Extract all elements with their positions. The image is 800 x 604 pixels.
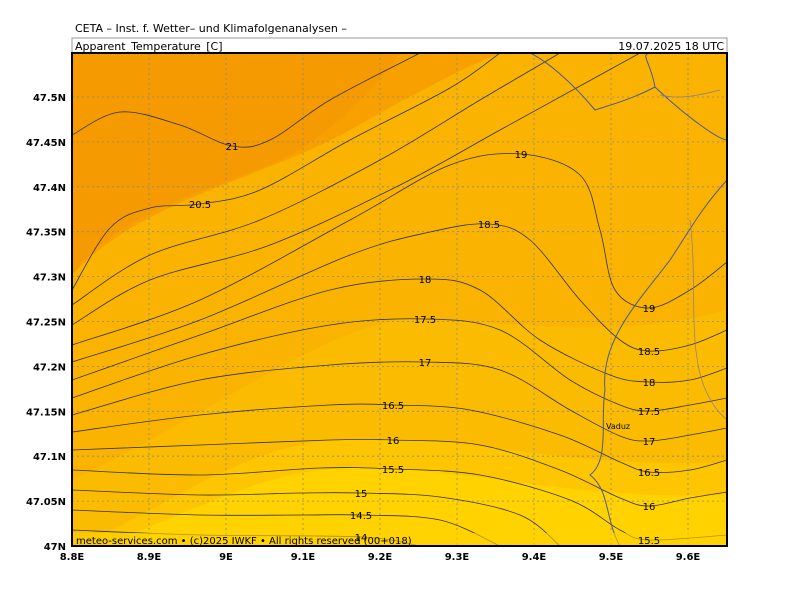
lon-label: 9.2E	[368, 552, 393, 563]
footer: meteo-services.com • (c)2025 IWKF • All …	[76, 536, 412, 547]
valid-time: 19.07.2025 18 UTC	[618, 40, 724, 53]
lat-label: 47.15N	[26, 407, 66, 418]
contour-line	[72, 509, 501, 546]
contour-line	[72, 278, 727, 383]
band	[72, 53, 400, 275]
border	[659, 89, 727, 421]
contour-label: 15.5	[638, 536, 660, 547]
contour-line	[72, 53, 501, 291]
footer-strip	[72, 533, 727, 546]
lat-label: 47.2N	[33, 362, 66, 373]
lon-label: 9.3E	[445, 552, 470, 563]
lat-label: 47.45N	[26, 138, 66, 149]
lon-label: 8.8E	[60, 552, 85, 563]
contour-line	[72, 403, 727, 473]
contour-label: 18	[643, 378, 656, 389]
contour-line	[72, 53, 641, 326]
lat-label: 47.4N	[33, 183, 66, 194]
lat-label: 47N	[44, 542, 66, 553]
contour-label: 16	[643, 502, 656, 513]
lon-label: 8.9E	[137, 552, 162, 563]
lat-label: 47.25N	[26, 318, 66, 329]
contour-line	[72, 53, 421, 148]
frame	[71, 52, 728, 547]
contour-label: 17	[643, 437, 656, 448]
contour-label: 20.5	[189, 200, 211, 211]
source-title: CETA – Inst. f. Wetter– und Klimafolgena…	[75, 22, 347, 35]
contour-label: 15.5	[382, 465, 404, 476]
contour-label: 19	[515, 150, 528, 161]
lon-label: 9.1E	[291, 552, 316, 563]
lat-label: 47.1N	[33, 452, 66, 463]
contour-line	[72, 53, 561, 306]
contour-line	[72, 489, 561, 546]
contour-line	[72, 361, 727, 442]
contour-line	[72, 223, 727, 363]
contour-label: 18.5	[478, 220, 500, 231]
contour-label: 16.5	[382, 401, 404, 412]
contour-line	[72, 438, 727, 507]
variable-title: Apparent_Temperature_[C]	[75, 40, 223, 53]
contours	[72, 53, 727, 546]
place-label: Vaduz	[606, 422, 630, 431]
contour-label: 17.5	[638, 407, 660, 418]
grid	[72, 53, 727, 546]
map-area: Vaduz meteo-services.com • (c)2025 IWKF …	[72, 53, 727, 547]
lat-label: 47.3N	[33, 273, 66, 284]
lat-label: 47.05N	[26, 497, 66, 508]
contour-line	[72, 153, 727, 346]
lat-label: 47.5N	[33, 93, 66, 104]
lon-label: 9.4E	[522, 552, 547, 563]
lon-label: 9.6E	[676, 552, 701, 563]
lat-label: 47.35N	[26, 228, 66, 239]
contour-label: 15	[355, 489, 368, 500]
contour-label: 16	[387, 436, 400, 447]
band	[100, 467, 727, 546]
lon-label: 9E	[219, 552, 233, 563]
contour-label: 17	[419, 358, 432, 369]
contour-label: 14	[355, 533, 368, 544]
contour-label: 18.5	[638, 347, 660, 358]
contour-label: 17.5	[414, 315, 436, 326]
contour-label: 21	[226, 142, 239, 153]
lon-label: 9.5E	[599, 552, 624, 563]
contour-label: 18	[419, 275, 432, 286]
contour-label: 16.5	[638, 468, 660, 479]
border	[529, 53, 727, 546]
contour-label: 14.5	[350, 511, 372, 522]
contour-line	[72, 318, 727, 412]
contour-label: 19	[643, 304, 656, 315]
